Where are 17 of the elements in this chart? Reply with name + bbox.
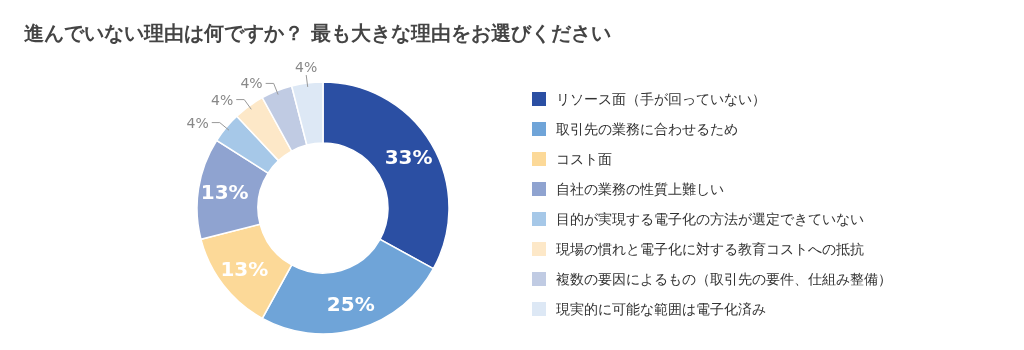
legend-label: 自社の業務の性質上難しい bbox=[556, 181, 724, 197]
legend-label: 現実的に可能な範囲は電子化済み bbox=[556, 301, 766, 317]
legend-label: 取引先の業務に合わせるため bbox=[556, 121, 738, 137]
data-label: 4% bbox=[211, 91, 234, 108]
legend-label: 目的が実現する電子化の方法が選定できていない bbox=[556, 211, 864, 227]
legend-label: リソース面（手が回っていない） bbox=[556, 91, 766, 107]
data-label: 33% bbox=[384, 145, 433, 170]
data-label: 13% bbox=[220, 256, 269, 281]
data-label: 4% bbox=[295, 59, 318, 76]
data-label: 4% bbox=[240, 75, 263, 92]
data-label: 4% bbox=[186, 114, 209, 131]
data-label: 25% bbox=[326, 291, 375, 316]
data-label: 13% bbox=[200, 180, 249, 205]
chart-title: 進んでいない理由は何ですか？ 最も大きな理由をお選びください bbox=[24, 21, 611, 45]
legend-label: コスト面 bbox=[556, 151, 612, 167]
legend-label: 現場の慣れと電子化に対する教育コストへの抵抗 bbox=[556, 241, 864, 257]
legend-label: 複数の要因によるもの（取引先の要件、仕組み整備） bbox=[556, 271, 892, 287]
